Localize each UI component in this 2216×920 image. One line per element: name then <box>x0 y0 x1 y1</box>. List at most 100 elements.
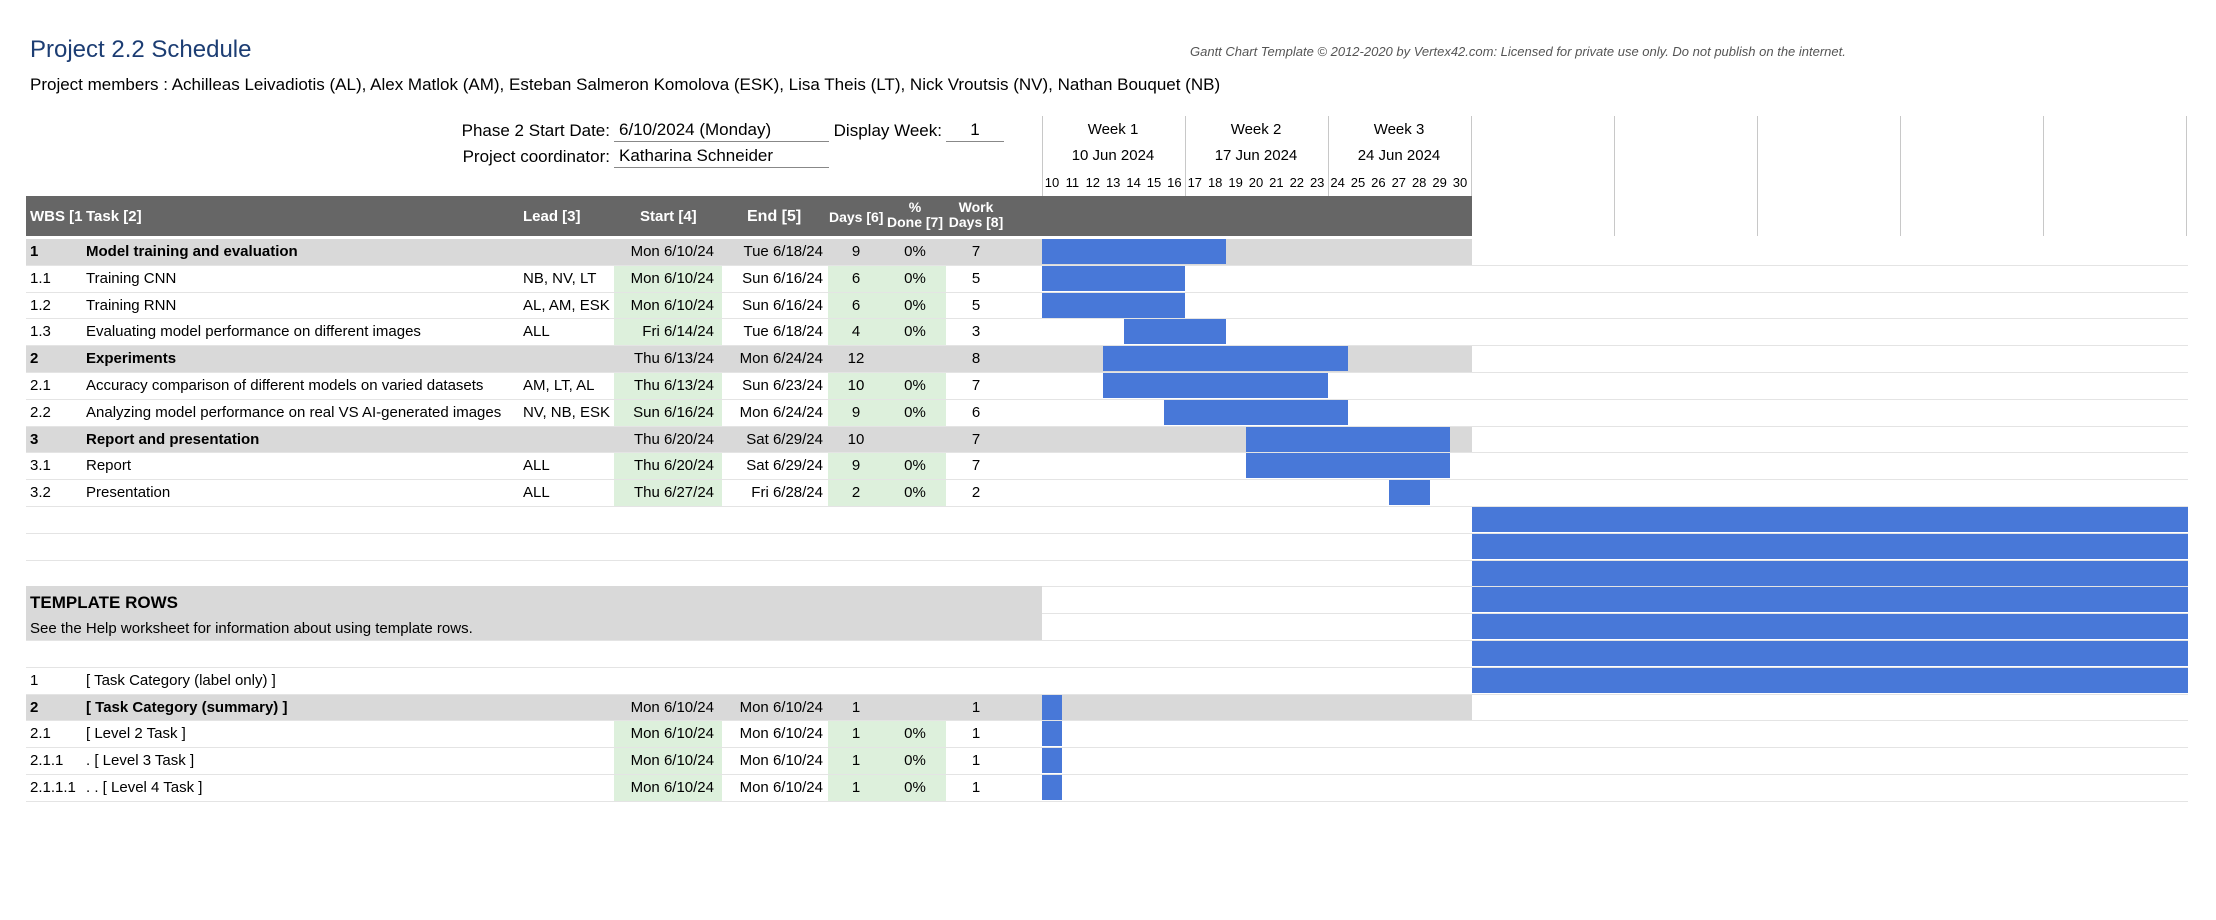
start-date: Mon 6/10/24 <box>630 296 714 314</box>
days-cell: 1 <box>851 725 861 743</box>
display-week-input[interactable]: 1 <box>946 119 1004 142</box>
task-name: Evaluating model performance on differen… <box>86 323 421 341</box>
gantt-bar <box>1164 399 1348 425</box>
day-number: 21 <box>1269 175 1284 190</box>
row-divider <box>26 452 2188 454</box>
row-divider <box>26 666 2188 668</box>
week-separator <box>1185 116 1186 196</box>
percent-done: 0% <box>904 725 926 743</box>
days-cell: 1 <box>851 779 861 796</box>
gantt-bar <box>1042 694 1063 720</box>
percent-done <box>884 695 946 721</box>
start-date: Mon 6/10/24 <box>630 243 714 260</box>
template-header-bg <box>26 586 1042 640</box>
done-cell-bg <box>884 399 946 426</box>
work-days: 7 <box>971 457 981 475</box>
task-name: Training CNN <box>86 269 177 287</box>
row-divider <box>26 479 2188 481</box>
days-cell-bg <box>828 775 884 801</box>
week-date: 24 Jun 2024 <box>1357 147 1441 164</box>
row-divider <box>26 532 2188 534</box>
col-header-start: Start [4] <box>640 208 697 225</box>
end-date: Tue 6/18/24 <box>743 323 823 341</box>
end-date: Sun 6/16/24 <box>742 269 823 287</box>
end-date: Mon 6/24/24 <box>739 403 823 421</box>
task-name: Training RNN <box>86 296 177 314</box>
start-cell-bg <box>614 721 722 748</box>
percent-done: 0% <box>904 296 926 314</box>
row-divider <box>26 747 2188 749</box>
row-divider <box>26 318 2188 320</box>
day-number: 25 <box>1350 175 1366 190</box>
end-date: Sat 6/29/24 <box>746 430 823 448</box>
work-days: 1 <box>971 698 981 716</box>
start-cell-bg <box>614 292 722 319</box>
week-separator <box>2043 116 2044 236</box>
done-cell-bg <box>884 265 946 292</box>
row-divider <box>26 613 2188 615</box>
end-date: Tue 6/18/24 <box>743 243 823 260</box>
lead-cell: ALL <box>523 323 550 341</box>
task-name: . . [ Level 4 Task ] <box>86 779 203 796</box>
start-date: Sun 6/16/24 <box>633 403 714 421</box>
days-cell-bg <box>828 373 884 399</box>
work-days: 7 <box>971 430 981 448</box>
task-name: Presentation <box>86 484 171 502</box>
col-header-done: % Done [7] <box>884 200 946 230</box>
percent-done <box>884 346 946 372</box>
gantt-bar <box>1042 721 1063 747</box>
days-cell: 6 <box>851 296 861 314</box>
col-header-done-line1: % <box>908 199 922 215</box>
lead-cell: AM, LT, AL <box>523 377 595 394</box>
template-heading: TEMPLATE ROWS <box>30 593 178 612</box>
lead-cell: NV, NB, ESK <box>523 403 610 421</box>
task-name: [ Level 2 Task ] <box>86 725 186 743</box>
done-cell-bg <box>884 775 946 801</box>
start-date: Thu 6/13/24 <box>633 377 714 394</box>
overflow-bar <box>1472 667 2188 693</box>
coordinator-input[interactable]: Katharina Schneider <box>614 145 829 168</box>
row-divider <box>26 345 2188 347</box>
wbs-cell: 2.1.1 <box>30 752 64 770</box>
wbs-cell: 3.1 <box>30 457 51 475</box>
work-days: 7 <box>971 243 981 260</box>
template-help-text: See the Help worksheet for information a… <box>30 620 473 637</box>
end-date: Mon 6/24/24 <box>739 350 823 368</box>
wbs-cell: 2.1 <box>30 377 51 394</box>
task-name: Report and presentation <box>86 430 260 448</box>
row-divider <box>26 425 2188 427</box>
wbs-cell: 1 <box>30 671 39 689</box>
start-date: Mon 6/10/24 <box>630 269 714 287</box>
start-date: Thu 6/20/24 <box>633 457 714 475</box>
overflow-bar <box>1472 587 2188 613</box>
end-date: Mon 6/10/24 <box>739 752 823 770</box>
week-separator <box>1328 116 1329 196</box>
days-cell: 10 <box>847 430 865 448</box>
phase-start-input[interactable]: 6/10/2024 (Monday) <box>614 119 829 142</box>
day-number: 26 <box>1371 175 1386 190</box>
days-cell: 4 <box>851 323 861 341</box>
week-separator <box>1614 116 1615 236</box>
start-cell-bg <box>614 480 722 507</box>
wbs-cell: 3.2 <box>30 484 51 502</box>
day-number: 15 <box>1146 175 1162 190</box>
week-label: Week 2 <box>1230 121 1282 138</box>
row-divider <box>26 372 2188 373</box>
week-date: 17 Jun 2024 <box>1214 147 1298 164</box>
start-date <box>614 668 714 694</box>
gantt-bar <box>1388 480 1430 506</box>
day-number: 18 <box>1207 175 1223 190</box>
gantt-bar <box>1042 775 1063 800</box>
days-cell: 12 <box>847 350 865 368</box>
lead-cell: ALL <box>523 457 550 475</box>
days-cell: 1 <box>851 752 861 770</box>
done-cell-bg <box>884 373 946 399</box>
row-divider <box>26 800 2188 802</box>
start-cell-bg <box>614 748 722 775</box>
day-number: 10 <box>1044 175 1060 190</box>
end-date: Sun 6/23/24 <box>742 377 823 394</box>
week-separator <box>1042 116 1043 196</box>
col-header-work-line2: Days [8] <box>948 214 1004 230</box>
work-days: 8 <box>971 350 981 368</box>
day-number: 24 <box>1330 175 1345 190</box>
